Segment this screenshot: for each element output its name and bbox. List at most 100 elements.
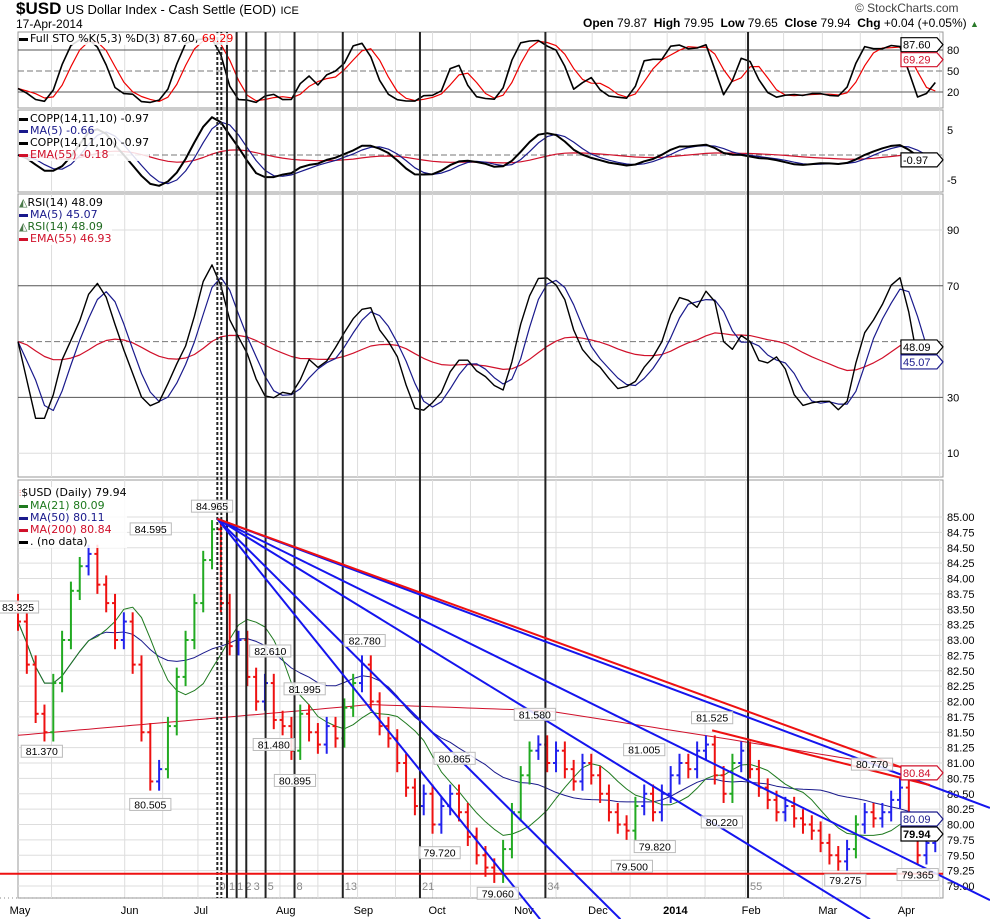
price-bar (76, 556, 83, 601)
price-annotation: 80.865 (439, 753, 471, 765)
price-bar (526, 741, 533, 785)
price-annotation-box (343, 634, 386, 648)
price-bar (588, 753, 595, 785)
price-annotation-box (433, 751, 476, 765)
price-axis-label: 79.25 (947, 866, 975, 878)
price-annotation-box (273, 773, 317, 787)
rsi-axis-label: 10 (947, 448, 959, 460)
ma50-swatch-icon (19, 516, 28, 520)
price-axis-label: 81.50 (947, 727, 975, 739)
price-annotation: 80.895 (279, 775, 311, 787)
price-axis-label: 81.75 (947, 712, 975, 724)
open-value: 79.87 (617, 16, 648, 30)
price-axis-label: 80.00 (947, 820, 975, 832)
blue-trendline (216, 518, 541, 919)
price-bar (844, 839, 851, 871)
price-bar (791, 796, 798, 828)
price-axis-label: 82.50 (947, 666, 975, 678)
price-axis-label: 83.00 (947, 635, 975, 647)
red-trendline (216, 517, 931, 779)
price-bar (897, 778, 903, 810)
fibonacci-label: 34 (547, 881, 559, 893)
price-annotation: 82.780 (349, 636, 381, 648)
price-bar (632, 796, 639, 840)
price-axis-label: 81.25 (947, 743, 975, 755)
price-axis-label: 84.25 (947, 558, 975, 570)
rsi-value-tag-box (900, 354, 944, 370)
price-bar (50, 673, 57, 742)
rsi-axis-label: 30 (947, 392, 959, 404)
x-axis-label: Oct (429, 905, 446, 917)
price-bar (729, 753, 736, 803)
price-legend: ⫶$USD (Daily) 79.94 MA(21) 80.09 MA(50) … (19, 487, 127, 548)
rsi-legend-2: MA(5) 45.07 (30, 208, 98, 221)
price-axis-label: 80.75 (947, 773, 975, 785)
copp-line (17, 116, 936, 187)
price-annotation: 81.580 (519, 709, 551, 721)
price-bar (67, 581, 74, 650)
price-bar (456, 784, 462, 822)
price-axis-label: 79.75 (947, 835, 975, 847)
price-annotation: 80.770 (856, 759, 888, 771)
price-bar (279, 710, 286, 736)
price-annotation: 81.005 (628, 745, 660, 757)
ma21-swatch-icon (19, 504, 28, 508)
low-value: 79.65 (747, 16, 778, 30)
price-annotation-box (249, 644, 292, 658)
copp-legend-3: COPP(14,11,10) -0.97 (30, 136, 150, 149)
x-axis-label: Sep (354, 905, 374, 917)
price-annotation-box (896, 868, 939, 882)
sto-value-tag-box (900, 52, 944, 68)
price-axis-label: 82.00 (947, 697, 975, 709)
ma-swatch-icon (19, 129, 28, 133)
price-bar (94, 544, 101, 594)
price-bar (685, 753, 692, 779)
copp-swatch-icon (19, 117, 28, 121)
price-annotation-box (129, 522, 172, 536)
price-bar (314, 723, 321, 754)
price-annotation-box (691, 711, 734, 725)
price-bar (808, 815, 815, 840)
close-label: Close (784, 16, 818, 30)
price-bar (597, 766, 604, 803)
x-axis-label: May (10, 905, 31, 917)
price-annotation-box (700, 815, 743, 829)
price-annotation-box (418, 846, 461, 860)
price-bar (411, 778, 418, 816)
price-annotation: 82.610 (254, 646, 286, 658)
price-axis-label: 84.50 (947, 543, 975, 555)
price-bar (861, 802, 868, 834)
price-legend-3: MA(50) 80.11 (30, 511, 105, 524)
price-annotation: 81.995 (289, 684, 321, 696)
price-annotation: 79.060 (482, 888, 514, 900)
blue-trendline (216, 517, 990, 902)
ohlc-summary: Open 79.87 High 79.95 Low 79.65 Close 79… (583, 17, 979, 31)
price-annotation-box (610, 859, 653, 873)
price-axis-label: 84.00 (947, 574, 975, 586)
ma50-line (17, 621, 936, 822)
price-bar (579, 753, 586, 791)
rsi-ma-line (17, 276, 936, 412)
fibonacci-label: 0 (219, 881, 225, 893)
price-legend-2: MA(21) 80.09 (30, 499, 105, 512)
price-bar (464, 802, 471, 847)
copp-legend-1: COPP(14,11,10) -0.97 (30, 112, 150, 125)
price-bar (85, 544, 92, 576)
price-bar (799, 809, 806, 834)
rsi-legend: ◭RSI(14) 48.09 MA(5) 45.07 ◭RSI(14) 48.0… (19, 197, 112, 245)
price-bar (420, 784, 427, 816)
price-bar (41, 704, 48, 742)
price-bar (103, 575, 110, 613)
watermark: © StockCharts.com (855, 1, 959, 15)
mountain-icon: ◭ (19, 196, 28, 209)
chart-date: 17-Apr-2014 (16, 17, 83, 31)
price-value-tag: 80.09 (903, 814, 931, 826)
x-axis-label: Jun (121, 905, 139, 917)
price-bar (367, 655, 374, 711)
price-bar (561, 741, 568, 779)
price-bar (332, 716, 339, 748)
x-axis-label: 2014 (663, 905, 688, 917)
price-bar (120, 612, 127, 650)
sto-value-tag: 69.29 (903, 55, 931, 67)
